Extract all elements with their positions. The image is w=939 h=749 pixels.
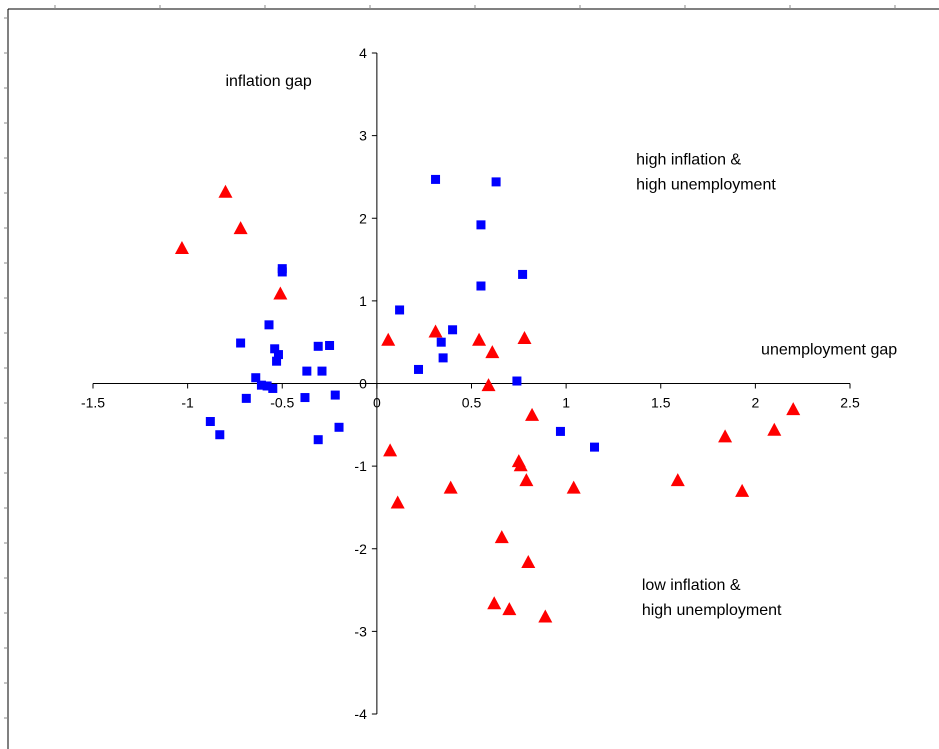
x-tick-label: -1 [181, 395, 194, 411]
square-point [448, 325, 458, 335]
square-point [555, 426, 565, 436]
square-point [436, 337, 446, 347]
square-point [270, 344, 280, 354]
triangle-point [718, 429, 733, 443]
x-tick-label: 2 [751, 395, 759, 411]
x-tick-label: 0.5 [462, 395, 482, 411]
square-point [491, 177, 501, 187]
triangle-point [174, 240, 189, 254]
square-point [330, 390, 340, 400]
square-point [512, 376, 522, 386]
triangle-point [428, 324, 443, 338]
triangle-point [472, 332, 487, 346]
series-triangles [174, 184, 801, 623]
square-point [313, 435, 323, 445]
triangle-point [487, 596, 502, 610]
y-tick-label: -1 [354, 458, 367, 474]
square-point [251, 373, 261, 383]
triangle-point [517, 331, 532, 345]
annotation-line: high unemployment [642, 602, 782, 619]
square-point [313, 341, 323, 351]
series-squares [205, 174, 600, 452]
triangle-point [538, 609, 553, 623]
y-tick-label: 0 [359, 376, 367, 392]
triangle-point [233, 221, 248, 235]
square-point [590, 442, 600, 452]
triangle-point [735, 483, 750, 497]
triangle-point [273, 286, 288, 300]
triangle-point [519, 473, 534, 487]
annotation-line: high inflation & [636, 152, 741, 169]
y-tick-label: 2 [359, 210, 367, 226]
triangle-point [566, 480, 581, 494]
square-point [268, 383, 278, 393]
square-point [431, 174, 441, 184]
y-tick-label: -2 [354, 541, 367, 557]
square-point [241, 393, 251, 403]
square-point [236, 338, 246, 348]
y-tick-label: 4 [359, 45, 367, 61]
square-point [395, 305, 405, 315]
square-point [476, 220, 486, 230]
triangle-point [525, 407, 540, 421]
x-tick-label: 1.5 [651, 395, 671, 411]
annotation-high-inflation: high inflation & high unemployment [636, 152, 776, 194]
annotation-low-inflation: low inflation & high unemployment [642, 577, 782, 619]
y-axis-label: inflation gap [225, 73, 311, 90]
x-tick-label: -1.5 [81, 395, 105, 411]
x-tick-label: -0.5 [270, 395, 294, 411]
square-point [272, 356, 282, 366]
x-axis-ticks: -1.5 -1 -0.5 0 0.5 1 1.5 2 2.5 [81, 383, 860, 411]
triangle-point [443, 480, 458, 494]
square-point [518, 269, 528, 279]
triangle-point [670, 473, 685, 487]
annotation-line: low inflation & [642, 577, 741, 594]
triangle-point [218, 184, 233, 198]
triangle-point [381, 332, 396, 346]
square-point [273, 350, 283, 360]
square-point [317, 366, 327, 376]
square-point [215, 430, 225, 440]
y-axis-ticks: 4 3 2 1 0 -1 -2 -3 -4 [354, 45, 377, 722]
triangle-point [502, 602, 517, 616]
x-tick-label: 1 [562, 395, 570, 411]
square-point [476, 281, 486, 291]
y-tick-label: -4 [354, 706, 367, 722]
x-axis-label: unemployment gap [761, 342, 897, 359]
border-tick-marks [4, 5, 896, 719]
triangle-point [485, 345, 500, 359]
square-point [334, 422, 344, 432]
square-point [302, 366, 312, 376]
triangle-point [481, 378, 496, 392]
y-tick-label: 3 [359, 128, 367, 144]
square-point [256, 380, 266, 390]
x-tick-label: 2.5 [840, 395, 860, 411]
triangle-point [390, 495, 405, 509]
triangle-point [494, 530, 509, 544]
triangle-point [786, 402, 801, 416]
y-tick-label: -3 [354, 623, 367, 639]
annotation-line: high unemployment [636, 177, 776, 194]
triangle-point [521, 554, 536, 568]
square-point [205, 417, 215, 427]
square-point [262, 381, 272, 391]
square-point [438, 353, 448, 363]
triangle-point [513, 458, 528, 472]
x-tick-label: 0 [373, 395, 381, 411]
square-point [277, 267, 287, 277]
triangle-point [383, 443, 398, 457]
y-tick-label: 1 [359, 293, 367, 309]
square-point [414, 364, 424, 374]
square-point [264, 320, 274, 330]
square-point [300, 393, 310, 403]
square-point [325, 340, 335, 350]
triangle-point [767, 422, 782, 436]
